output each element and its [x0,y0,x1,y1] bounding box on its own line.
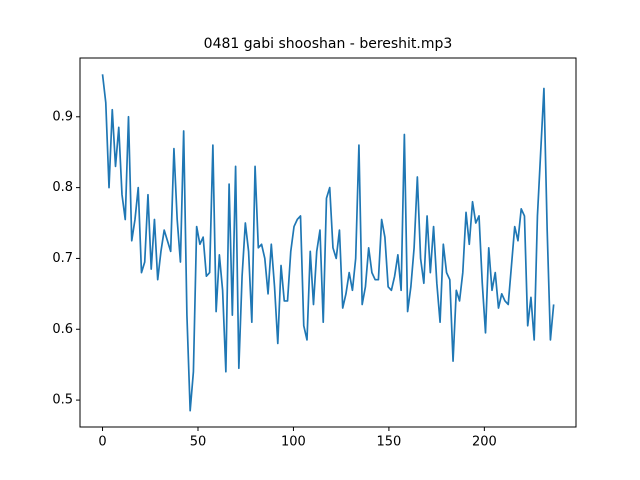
y-tick-label: 0.5 [52,393,73,408]
x-tick-label: 200 [472,435,497,450]
y-tick-label: 0.8 [52,180,73,195]
line-series [101,74,555,412]
x-tick-label: 50 [190,435,207,450]
y-tick-label: 0.6 [52,322,73,337]
plot-frame [79,57,577,428]
x-tick-label: 0 [98,435,106,450]
y-tick-label: 0.9 [52,109,73,124]
y-tick-label: 0.7 [52,251,73,266]
chart-title: 0481 gabi shooshan - bereshit.mp3 [204,36,453,52]
x-tick-label: 150 [376,435,401,450]
x-tick-label: 100 [281,435,306,450]
